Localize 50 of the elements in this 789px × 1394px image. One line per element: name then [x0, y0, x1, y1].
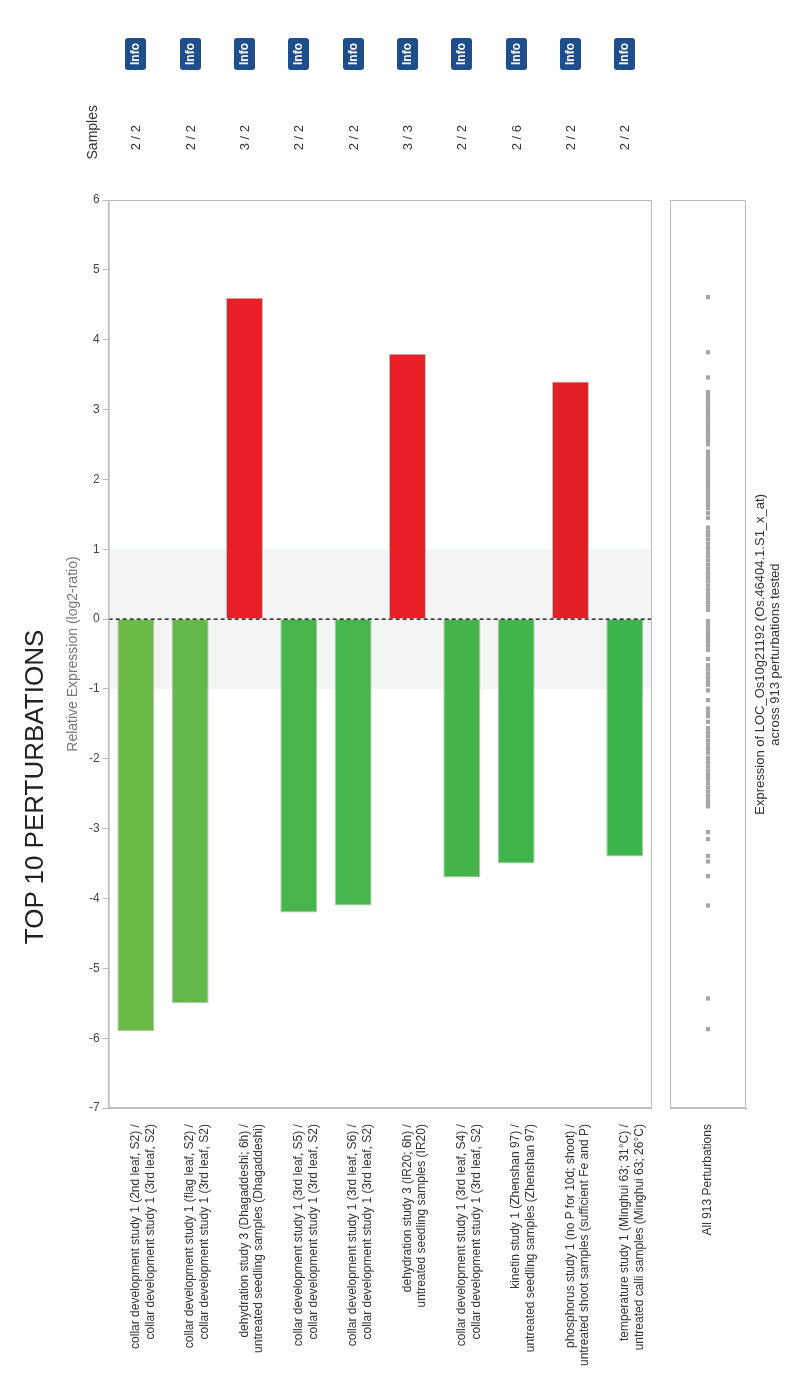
text: 2 / 2 [562, 124, 578, 150]
y-tick-label: 0 [92, 611, 100, 626]
text: 3 / 3 [399, 124, 415, 150]
info-button: Info [342, 38, 364, 70]
y-tick-label: -4 [89, 890, 100, 905]
text: 2 / 2 [345, 124, 361, 150]
text: Expression of LOC_Os10g21192 (Os.46404.1.S1_x_at) [752, 493, 767, 815]
y-tick-label: -2 [89, 751, 100, 766]
info-button: Info [505, 38, 527, 70]
x-tick-label: temperature study 1 (Minghui 63; 31°C) / untreated calli samples (Minghui 63; 26°C) [617, 1123, 646, 1351]
y-tick-label: -7 [89, 1100, 100, 1115]
y-tick-label: 2 [92, 471, 100, 486]
text: 2 / 2 [617, 124, 633, 150]
x-tick-label: collar development study 1 (flag leaf, S2) / collar development study 1 (3rd leaf, S2) [182, 1123, 211, 1349]
x-tick-label: dehydration study 3 (IR20; 6h) / untreated seedling samples (IR20) [399, 1123, 429, 1308]
x-tick-label: collar development study 1 (2nd leaf, S2) / collar development study 1 (3rd leaf, S2) [128, 1123, 157, 1349]
y-tick-label: -5 [89, 960, 100, 975]
text: Samples [83, 105, 100, 160]
info-button: Info [559, 38, 581, 70]
info-button: Info [614, 38, 636, 70]
x-tick-label: collar development study 1 (3rd leaf, S5) / collar development study 1 (3rd leaf, S2) [291, 1123, 320, 1347]
text: 2 / 2 [182, 124, 198, 150]
y-tick-label: -3 [89, 820, 100, 835]
x-tick-label: collar development study 1 (3rd leaf, S4) / collar development study 1 (3rd leaf, S2) [454, 1123, 483, 1347]
text: 2 / 2 [128, 124, 144, 150]
text: across 913 perturbations tested [767, 563, 782, 748]
x-tick-label: collar development study 1 (3rd leaf, S6) / collar development study 1 (3rd leaf, S2) [345, 1123, 374, 1347]
x-tick-label: phosphorus study 1 (no P for 10d; shoot) / untreated shoot samples (sufficient Fe and P) [562, 1123, 592, 1367]
text: 2 / 2 [291, 124, 307, 150]
info-button: Info [179, 38, 201, 70]
info-button: Info [234, 38, 255, 70]
text: 2 / 6 [508, 124, 524, 150]
x-tick-label: kinetin study 1 (Zhenshan 97) / untreated seedling samples (Zhenshan 97) [508, 1123, 537, 1353]
text: 3 / 2 [236, 124, 252, 150]
info-button: Info [125, 38, 147, 70]
y-tick-label: 6 [92, 192, 100, 207]
text: TOP 10 PERTURBATIONS [18, 629, 49, 945]
y-tick-label: 4 [92, 332, 100, 347]
x-tick-label: dehydration study 3 (Dhagaddeshi; 6h) / untreated seedling samples (Dhagaddeshi) [236, 1123, 266, 1353]
text: 2 / 2 [454, 124, 470, 150]
y-tick-label: 5 [92, 262, 100, 277]
y-tick-label: 1 [92, 541, 100, 556]
y-tick-label: 3 [92, 401, 100, 416]
info-button: Info [451, 38, 473, 70]
x-tick-label: All 913 Perturbations [700, 1124, 715, 1236]
y-axis-title: Relative Expression (log2-ratio) [64, 556, 81, 752]
y-tick-label: -6 [89, 1030, 100, 1045]
info-button: Info [396, 38, 418, 70]
y-tick-label: -1 [89, 681, 100, 696]
info-button: Info [288, 38, 310, 70]
